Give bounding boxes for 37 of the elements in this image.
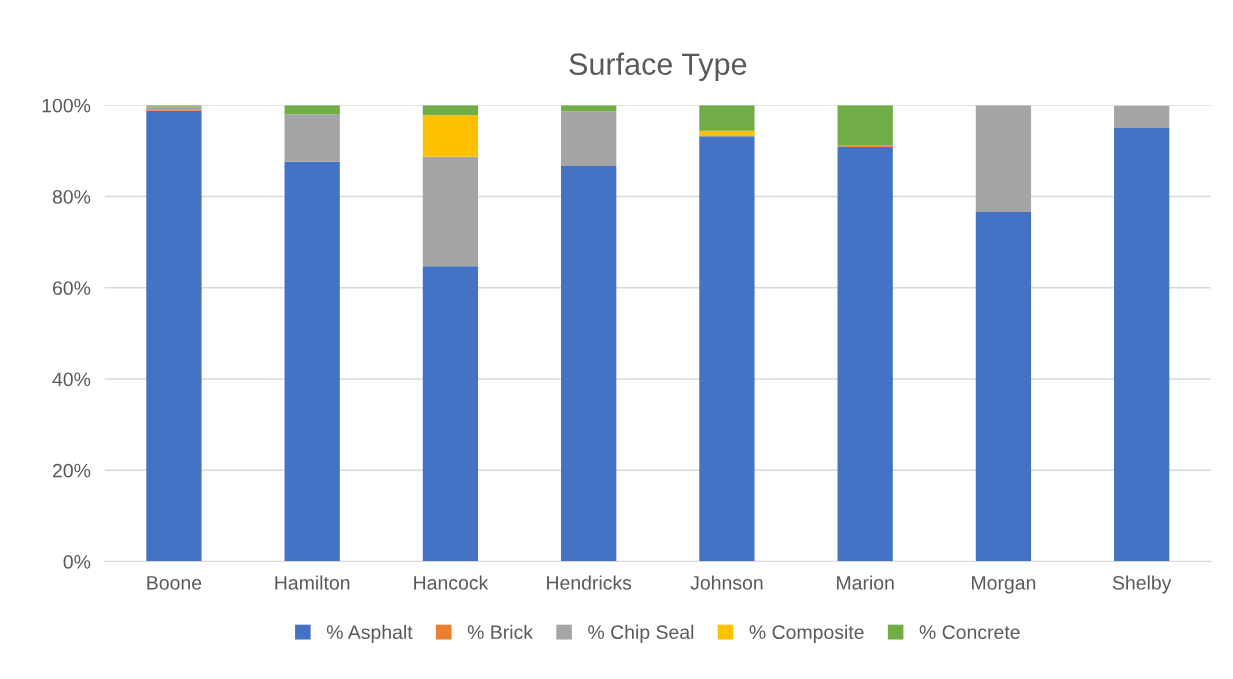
legend-label: % Composite	[749, 624, 864, 643]
x-tick-label: Hancock	[414, 575, 489, 590]
x-tick-label: Marion	[837, 575, 894, 590]
bar	[284, 161, 340, 562]
y-tick-label: 0%	[63, 555, 91, 569]
bar	[561, 165, 617, 562]
y-tick-label: 20%	[52, 463, 91, 478]
bar	[146, 110, 202, 562]
bar	[837, 146, 893, 562]
bar	[1114, 128, 1170, 562]
legend-label: % Brick	[467, 624, 534, 640]
bar	[975, 105, 1032, 213]
legend-label: % Concrete	[919, 625, 1020, 640]
bar	[284, 114, 340, 162]
y-tick-label: 60%	[52, 281, 91, 295]
x-tick-label: Johnson	[690, 575, 763, 590]
bar	[561, 111, 617, 166]
bar	[1114, 105, 1170, 129]
x-tick-label: Shelby	[1112, 575, 1172, 594]
bar	[975, 212, 1032, 562]
y-tick-label: 40%	[52, 372, 91, 387]
bar	[422, 115, 479, 157]
y-tick-label: 80%	[52, 189, 91, 204]
x-tick-label: Hamilton	[275, 575, 350, 590]
bar	[422, 266, 479, 562]
x-tick-label: Boone	[147, 576, 202, 590]
chart-title: Surface Type	[569, 52, 747, 82]
legend-label: % Asphalt	[326, 624, 413, 643]
y-tick-label: 100%	[42, 98, 91, 113]
legend-label: % Chip Seal	[588, 624, 694, 643]
bar	[837, 105, 893, 146]
bar	[422, 156, 479, 267]
x-tick-label: Hendricks	[547, 575, 632, 590]
bar	[699, 105, 755, 131]
bar	[699, 136, 755, 562]
x-tick-label: Morgan	[972, 576, 1036, 594]
bar	[699, 130, 755, 137]
